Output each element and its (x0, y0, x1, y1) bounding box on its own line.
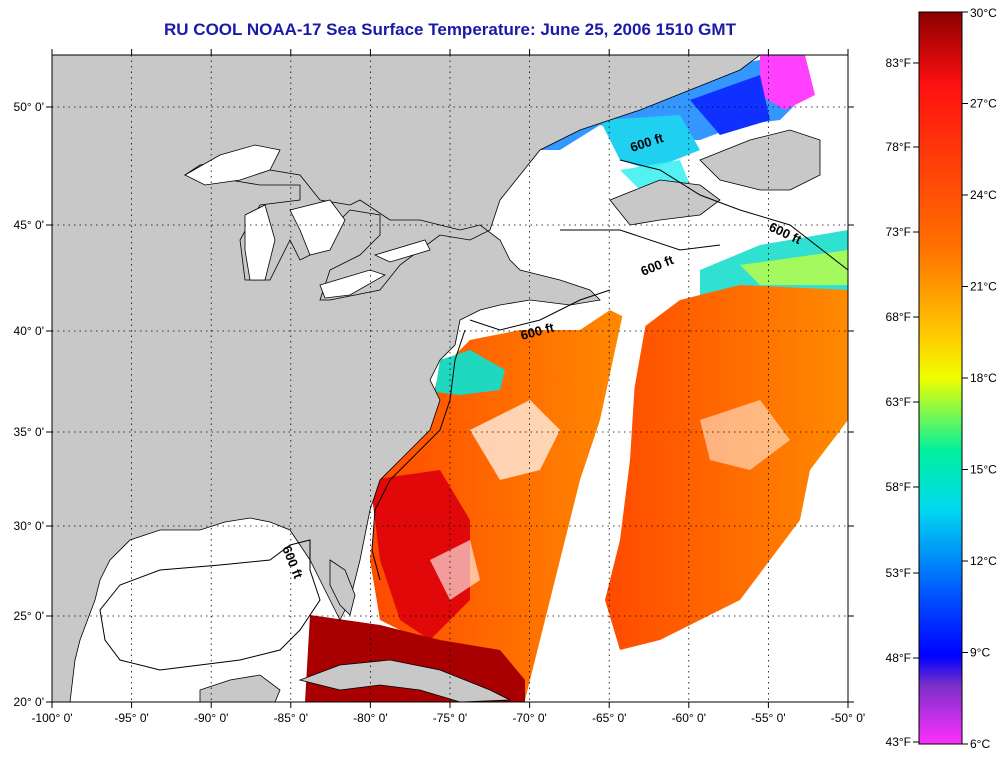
isobath-contour (99, 159, 848, 671)
colorbar-celsius-label: 21°C (970, 280, 997, 294)
colorbar-celsius-labels: 30°C 27°C 24°C 21°C 18°C 15°C 12°C 9°C 6°C (962, 6, 997, 751)
latitude-label: 45° 0' (14, 218, 44, 232)
longitude-labels: -100° 0' -95° 0' -90° 0' -85° 0' -80° 0' -75°… (31, 711, 865, 725)
colorbar (918, 11, 963, 745)
great-lakes (184, 144, 431, 299)
longitude-label: -60° 0' (672, 711, 706, 725)
longitude-label: -50° 0' (831, 711, 865, 725)
colorbar-celsius-label: 9°C (970, 646, 990, 660)
colorbar-fahrenheit-label: 83°F (886, 56, 911, 70)
colorbar-celsius-label: 15°C (970, 463, 997, 477)
sst-data-layer (305, 55, 848, 702)
longitude-label: -100° 0' (31, 711, 72, 725)
longitude-label: -90° 0' (194, 711, 228, 725)
longitude-label: -55° 0' (751, 711, 785, 725)
colorbar-fahrenheit-label: 63°F (886, 395, 911, 409)
longitude-label: -85° 0' (274, 711, 308, 725)
colorbar-celsius-label: 6°C (970, 737, 990, 751)
graticule (46, 49, 854, 708)
colorbar-fahrenheit-label: 43°F (886, 735, 911, 749)
longitude-label: -75° 0' (433, 711, 467, 725)
land-layer (52, 55, 821, 702)
latitude-label: 50° 0' (14, 100, 44, 114)
colorbar-celsius-label: 12°C (970, 554, 997, 568)
colorbar-fahrenheit-labels: 83°F 78°F 73°F 68°F 63°F 58°F 53°F 48°F 43°F (886, 56, 919, 749)
colorbar-celsius-label: 24°C (970, 188, 997, 202)
longitude-label: -95° 0' (114, 711, 148, 725)
colorbar-celsius-label: 27°C (970, 97, 997, 111)
latitude-labels: 50° 0' 45° 0' 40° 0' 35° 0' 30° 0' 25° 0' 20° … (14, 100, 44, 709)
colorbar-fahrenheit-label: 73°F (886, 225, 911, 239)
latitude-label: 20° 0' (14, 695, 44, 709)
colorbar-fahrenheit-label: 53°F (886, 566, 911, 580)
latitude-label: 25° 0' (14, 609, 44, 623)
latitude-label: 35° 0' (14, 425, 44, 439)
colorbar-fahrenheit-label: 78°F (886, 140, 911, 154)
colorbar-fahrenheit-label: 68°F (886, 310, 911, 324)
colorbar-celsius-label: 18°C (970, 371, 997, 385)
colorbar-celsius-label: 30°C (970, 6, 997, 20)
colorbar-fahrenheit-label: 48°F (886, 651, 911, 665)
longitude-label: -70° 0' (512, 711, 546, 725)
latitude-label: 30° 0' (14, 519, 44, 533)
map-title: RU COOL NOAA-17 Sea Surface Temperature:… (164, 20, 736, 39)
longitude-label: -65° 0' (592, 711, 626, 725)
colorbar-fahrenheit-label: 58°F (886, 480, 911, 494)
latitude-label: 40° 0' (14, 324, 44, 338)
longitude-label: -80° 0' (353, 711, 387, 725)
